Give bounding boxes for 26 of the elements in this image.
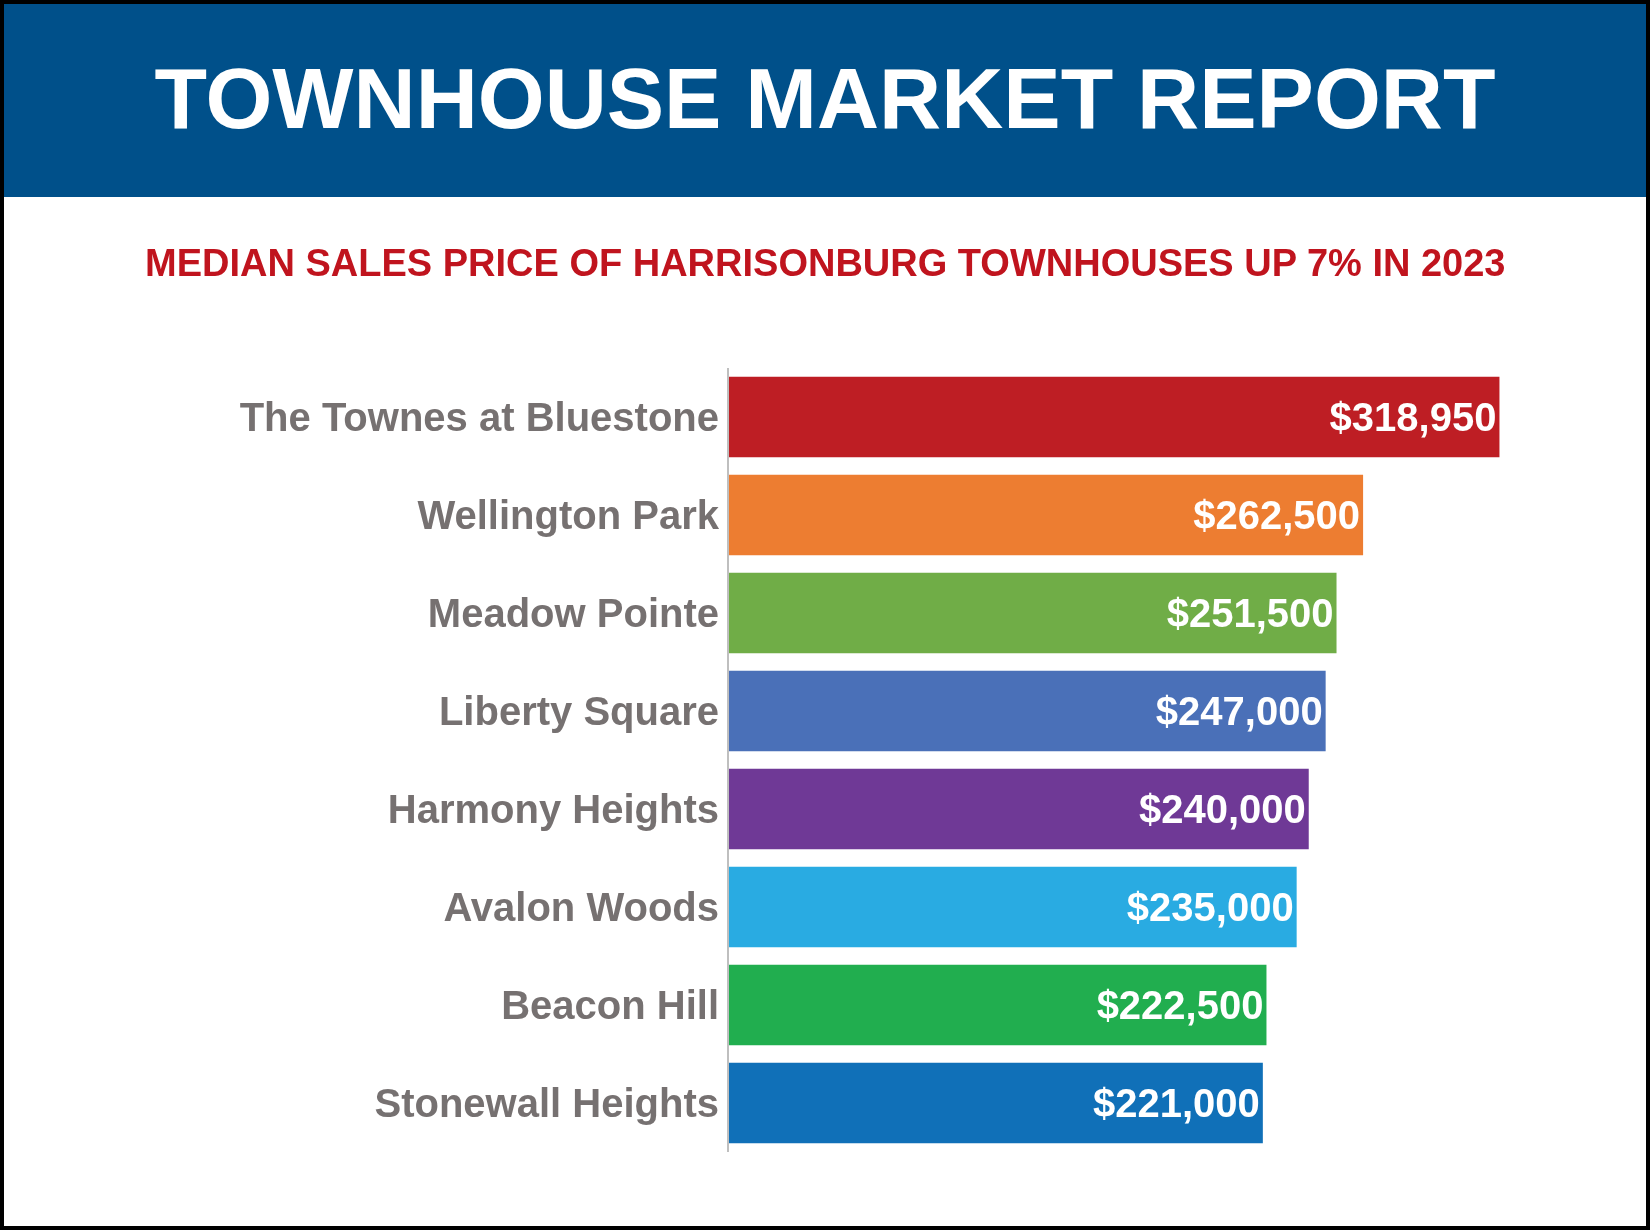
y-tick-label: Stonewall Heights bbox=[374, 1081, 719, 1125]
bar bbox=[729, 670, 1326, 752]
data-label: $262,500 bbox=[1193, 493, 1361, 537]
y-tick-label: Beacon Hill bbox=[501, 983, 719, 1027]
y-tick-label: Harmony Heights bbox=[387, 787, 719, 831]
data-label: $240,000 bbox=[1138, 787, 1306, 831]
bar bbox=[729, 474, 1364, 556]
y-tick-label: Meadow Pointe bbox=[427, 591, 719, 635]
bar bbox=[729, 572, 1337, 654]
bar bbox=[729, 376, 1500, 458]
chart-subtitle: MEDIAN SALES PRICE OF HARRISONBURG TOWNHOUSES UP 7% IN 2023 bbox=[145, 242, 1506, 284]
data-label: $318,950 bbox=[1329, 395, 1497, 439]
data-label: $235,000 bbox=[1126, 885, 1294, 929]
bar bbox=[729, 866, 1297, 948]
data-label: $247,000 bbox=[1155, 689, 1323, 733]
chart-title: TOWNHOUSE MARKET REPORT bbox=[154, 50, 1496, 147]
y-tick-label: Avalon Woods bbox=[443, 885, 719, 929]
bar bbox=[729, 964, 1267, 1046]
y-tick-label: The Townes at Bluestone bbox=[239, 395, 719, 439]
bar bbox=[729, 768, 1309, 850]
bar bbox=[729, 1062, 1263, 1144]
data-label: $222,500 bbox=[1096, 983, 1264, 1027]
y-tick-label: Liberty Square bbox=[438, 689, 719, 733]
y-tick-label: Wellington Park bbox=[417, 493, 720, 537]
data-label: $221,000 bbox=[1093, 1081, 1260, 1125]
data-label: $251,500 bbox=[1166, 591, 1334, 635]
